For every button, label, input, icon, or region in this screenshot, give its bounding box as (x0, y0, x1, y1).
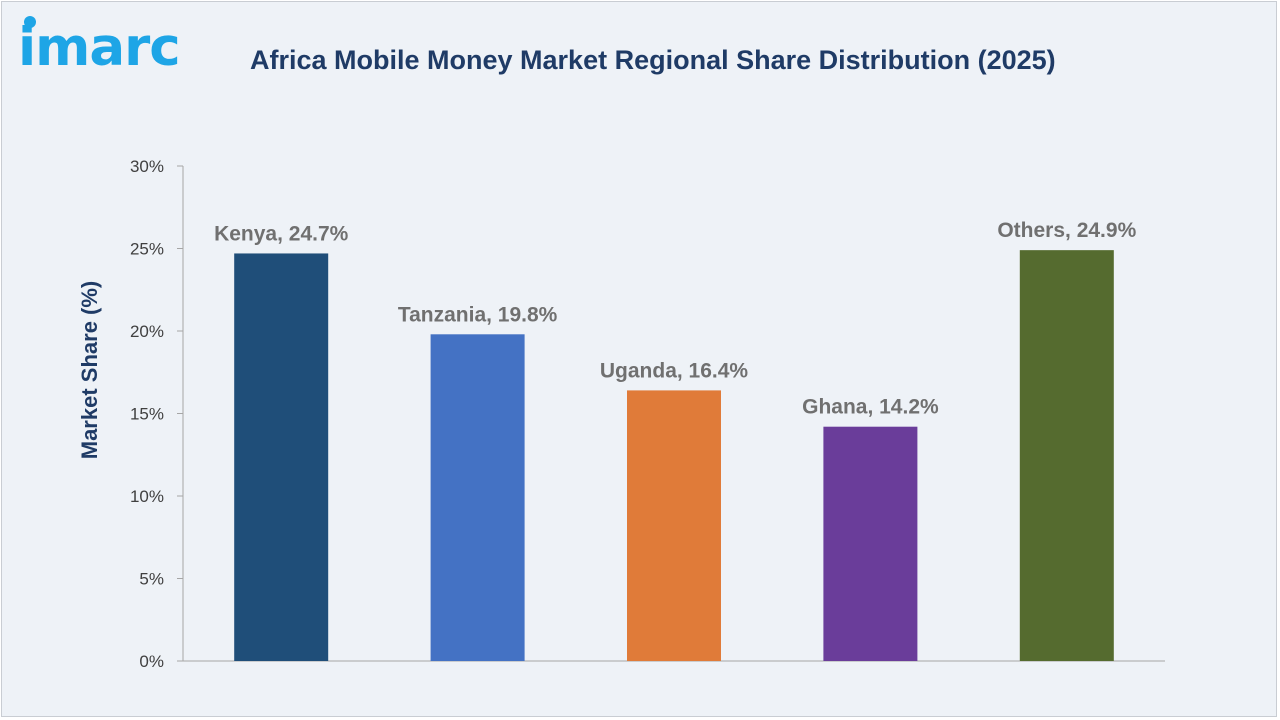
data-label-kenya: Kenya, 24.7% (214, 222, 349, 245)
data-labels: Kenya, 24.7% Tanzania, 19.8% Uganda, 16.4%… (214, 219, 1136, 419)
y-tick-label: 20% (130, 322, 164, 341)
y-tick-label: 5% (139, 570, 164, 589)
bar-others (1019, 250, 1114, 661)
y-tick-label: 0% (139, 652, 164, 671)
bar-kenya (234, 253, 329, 661)
y-tick-label: 30% (130, 157, 164, 176)
y-tick-label: 25% (130, 240, 164, 259)
chart-title: Africa Mobile Money Market Regional Shar… (250, 45, 1056, 75)
logo-text: imarc (18, 17, 181, 78)
bars (234, 250, 1114, 661)
y-axis: 0% 5% 10% 15% 20% 25% 30% (130, 157, 184, 671)
imarc-logo: imarc (18, 16, 208, 78)
logo-dot (24, 16, 36, 28)
y-axis-title: Market Share (%) (77, 281, 102, 460)
bar-tanzania (430, 334, 525, 661)
data-label-uganda: Uganda, 16.4% (600, 359, 749, 382)
data-label-others: Others, 24.9% (997, 219, 1136, 242)
y-tick-label: 10% (130, 487, 164, 506)
data-label-ghana: Ghana, 14.2% (802, 396, 939, 419)
data-label-tanzania: Tanzania, 19.8% (398, 303, 558, 326)
bar-uganda (627, 390, 721, 661)
y-tick-label: 15% (130, 405, 164, 424)
bar-ghana (823, 426, 918, 661)
